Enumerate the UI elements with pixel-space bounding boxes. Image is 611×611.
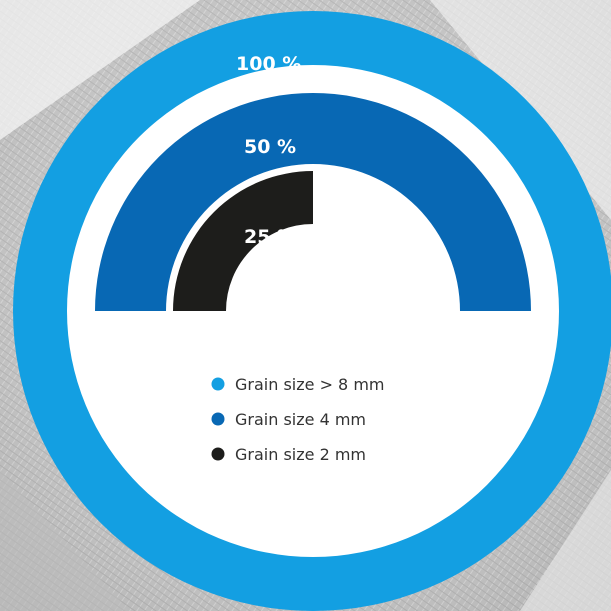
legend-swatch-1 xyxy=(211,377,225,391)
legend-label-2: Grain size 4 mm xyxy=(235,410,366,429)
legend-swatch-2 xyxy=(211,412,225,426)
ring-2-value-label: 50 % xyxy=(244,136,296,158)
legend-label-1: Grain size > 8 mm xyxy=(235,375,385,394)
chart-rings xyxy=(13,11,611,611)
ring-3 xyxy=(173,171,313,311)
legend-label-3: Grain size 2 mm xyxy=(235,445,366,464)
legend-swatch-3 xyxy=(211,447,225,461)
ring-3-value-label: 25 % xyxy=(244,226,296,248)
chart-legend: Grain size > 8 mm Grain size 4 mm Grain si… xyxy=(211,375,385,464)
ring-1-value-label: 100 % xyxy=(236,53,301,75)
ring-2 xyxy=(95,93,531,311)
chart-value-labels: 100 % 50 % 25 % xyxy=(236,53,301,248)
